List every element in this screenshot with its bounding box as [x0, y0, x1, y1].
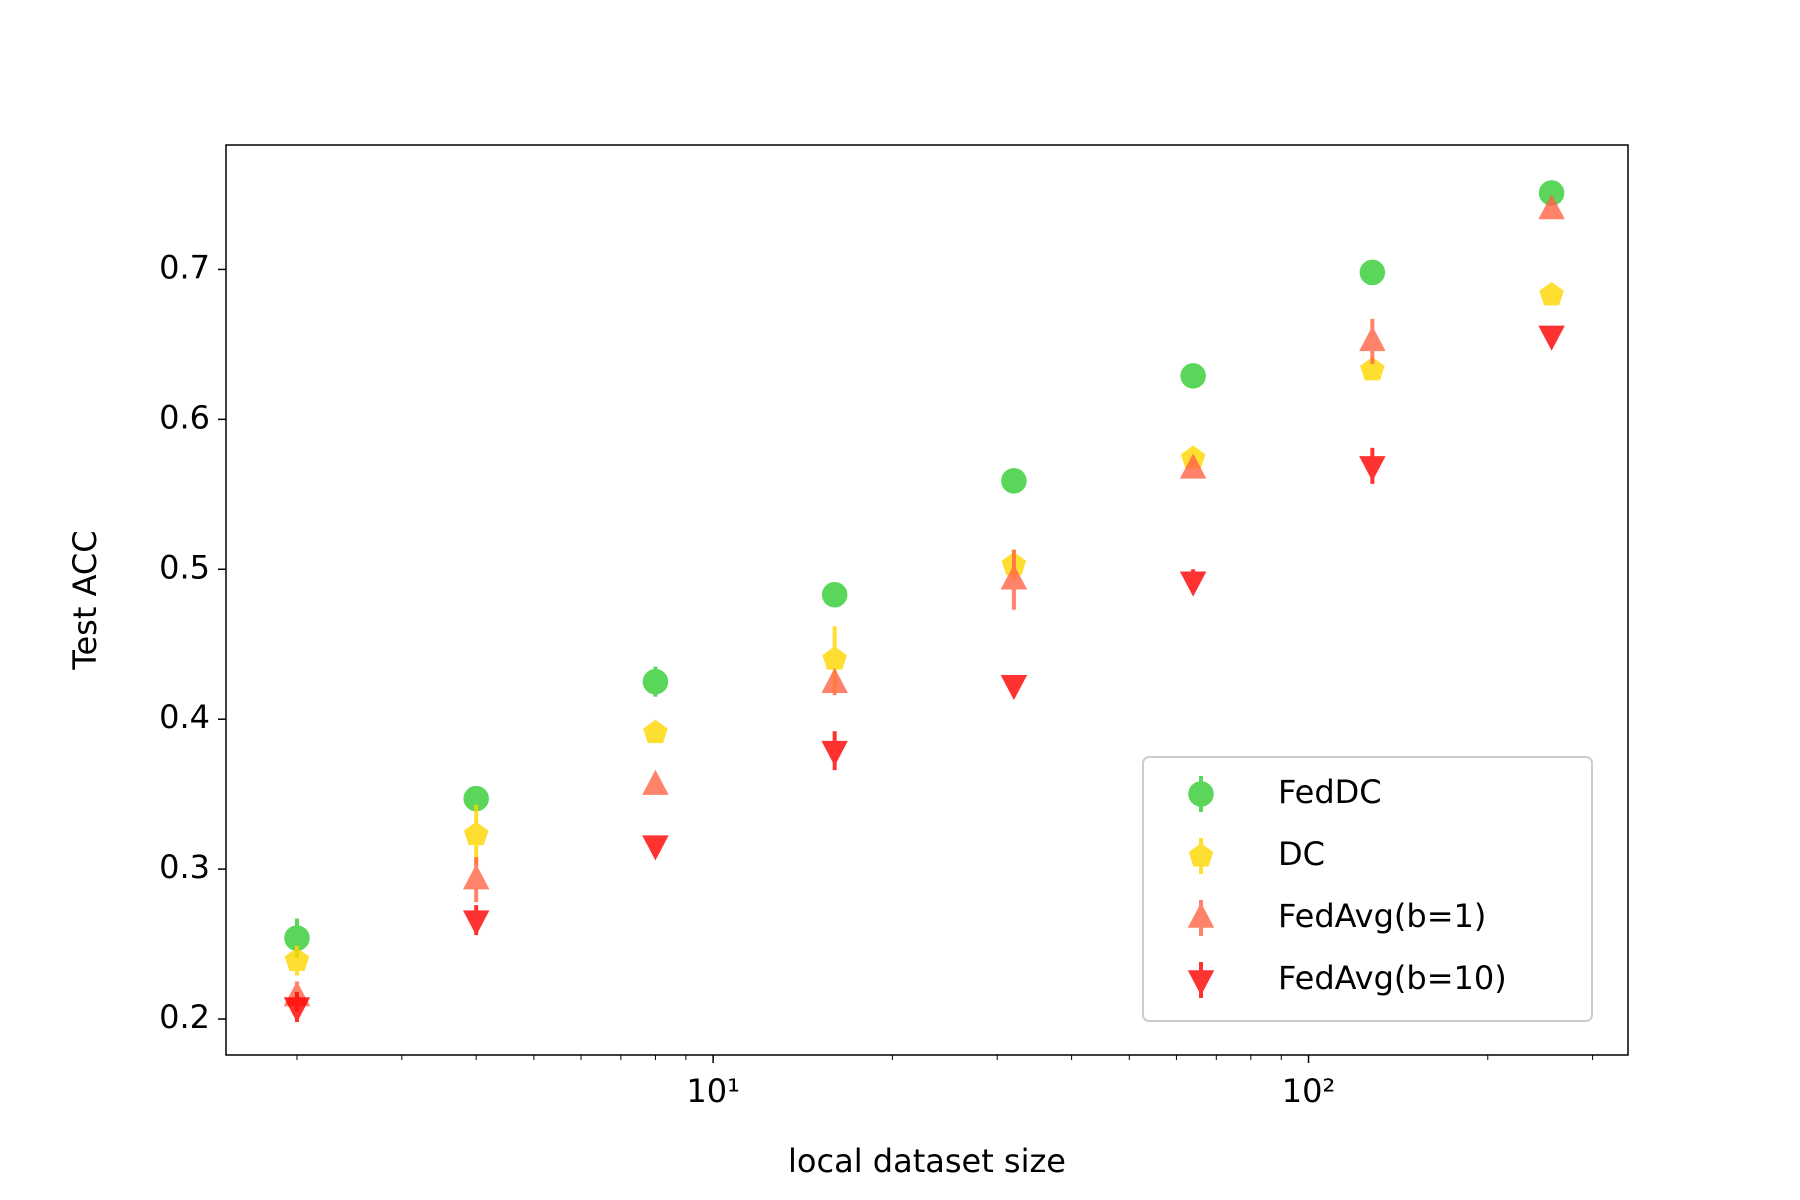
series — [284, 281, 1564, 976]
marker — [1000, 674, 1028, 701]
marker — [1187, 902, 1215, 928]
legend-label: FedAvg(b=1) — [1278, 897, 1486, 935]
marker — [1188, 843, 1214, 867]
marker — [462, 864, 490, 890]
plot-frame — [225, 144, 1629, 1056]
marker — [1538, 325, 1565, 351]
legend-item — [1188, 838, 1214, 874]
y-tick-label: 0.2 — [159, 998, 210, 1036]
marker — [821, 667, 848, 693]
marker — [283, 997, 311, 1023]
marker — [1179, 571, 1207, 597]
legend-box — [1142, 756, 1593, 1022]
y-tick-label: 0.3 — [159, 848, 210, 886]
marker — [462, 910, 490, 936]
legend-item — [1188, 776, 1214, 812]
x-axis-label: local dataset size — [788, 1142, 1066, 1180]
y-axis-label: Test ACC — [66, 530, 104, 670]
legend-label: FedDC — [1278, 773, 1382, 811]
y-tick-label: 0.5 — [159, 548, 210, 586]
marker — [1359, 259, 1386, 286]
marker — [642, 769, 669, 795]
legend-label: FedAvg(b=10) — [1278, 959, 1507, 997]
marker — [463, 821, 489, 846]
legend-item — [1187, 900, 1215, 936]
marker — [642, 835, 669, 861]
marker — [1000, 564, 1028, 590]
marker — [1180, 363, 1206, 389]
y-tick-label: 0.6 — [159, 398, 210, 436]
marker — [1359, 456, 1386, 482]
marker — [1360, 356, 1385, 381]
legend-item — [1187, 962, 1215, 998]
marker — [1001, 468, 1027, 494]
legend-label: DC — [1278, 835, 1325, 873]
x-tick-label: 10² — [1282, 1072, 1336, 1110]
series — [283, 325, 1565, 1023]
marker — [643, 719, 668, 744]
marker — [1538, 194, 1565, 220]
x-tick-label: 10¹ — [686, 1072, 740, 1110]
marker — [1179, 453, 1207, 479]
marker — [821, 740, 848, 767]
marker — [284, 947, 310, 972]
y-tick-label: 0.7 — [159, 248, 210, 286]
marker — [822, 646, 847, 670]
marker — [642, 668, 669, 695]
marker — [1359, 325, 1386, 352]
marker — [1539, 281, 1564, 306]
marker — [1187, 970, 1215, 996]
marker — [1188, 781, 1214, 807]
marker — [821, 582, 848, 608]
y-tick-label: 0.4 — [159, 698, 210, 736]
